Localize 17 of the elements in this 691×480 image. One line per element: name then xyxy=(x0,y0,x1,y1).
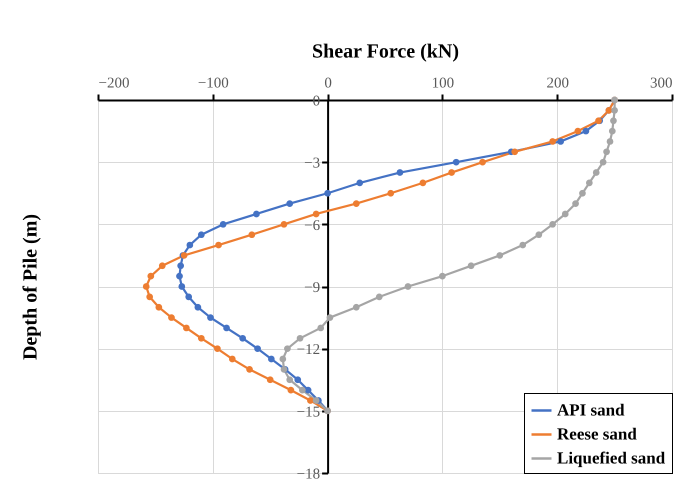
y-tick-label: −18 xyxy=(296,466,320,480)
x-tick-label: −100 xyxy=(198,76,229,92)
x-tick-label: −200 xyxy=(98,76,130,92)
y-tick-label: −3 xyxy=(304,156,320,172)
legend-label: Liquefied sand xyxy=(557,448,666,468)
x-axis-title: Shear Force (kN) xyxy=(312,40,460,62)
x-tick-label: 0 xyxy=(324,76,332,92)
y-tick-label: −12 xyxy=(296,342,320,358)
x-tick-label: 300 xyxy=(650,76,672,92)
y-tick-label: −6 xyxy=(304,218,321,234)
legend-label: Reese sand xyxy=(557,424,638,444)
y-axis-title: Depth of Pile (m) xyxy=(20,214,42,360)
x-tick-label: 100 xyxy=(432,76,454,92)
legend-label: API sand xyxy=(557,400,626,420)
y-tick-label: −9 xyxy=(304,280,320,296)
x-tick-label: 200 xyxy=(546,76,569,92)
y-tick-label: −15 xyxy=(296,404,320,420)
